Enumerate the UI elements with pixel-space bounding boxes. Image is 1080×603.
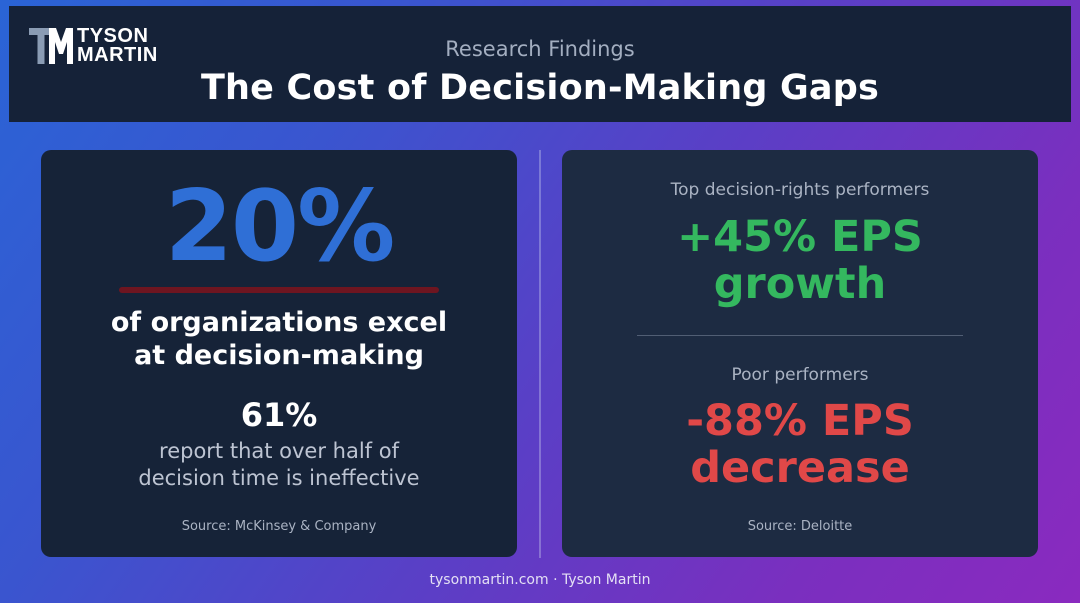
mckinsey-stat-card: 20% of organizations excel at decision-m… bbox=[41, 150, 517, 557]
excel-description-line2: at decision-making bbox=[134, 340, 424, 371]
brand-name-line1: TYSON bbox=[77, 25, 149, 47]
footer-credit: tysonmartin.com · Tyson Martin bbox=[429, 572, 651, 588]
page-title: The Cost of Decision-Making Gaps bbox=[200, 68, 879, 108]
brand-logo: TYSON MARTIN bbox=[29, 26, 158, 66]
eps-growth-line2: growth bbox=[713, 259, 887, 309]
eps-decrease-line1: -88% EPS bbox=[686, 396, 914, 446]
card-divider bbox=[539, 150, 541, 558]
brand-name: TYSON MARTIN bbox=[77, 25, 158, 66]
stat-underline bbox=[119, 287, 439, 293]
deloitte-stat-card: Top decision-rights performers +45% EPS … bbox=[562, 150, 1038, 557]
excel-description: of organizations excel at decision-makin… bbox=[41, 306, 517, 372]
excel-description-line1: of organizations excel bbox=[110, 307, 448, 338]
eps-decrease-line2: decrease bbox=[690, 443, 910, 493]
deloitte-source: Source: Deloitte bbox=[747, 519, 853, 534]
top-performers-label: Top decision-rights performers bbox=[670, 180, 930, 200]
mckinsey-source: Source: McKinsey & Company bbox=[181, 519, 377, 534]
ineffective-description: report that over half of decision time i… bbox=[41, 438, 517, 492]
eps-growth-line1: +45% EPS bbox=[677, 212, 923, 262]
stat-divider bbox=[637, 335, 963, 336]
poor-performers-label: Poor performers bbox=[731, 365, 869, 385]
ineffective-percentage: 61% bbox=[240, 396, 318, 434]
tm-monogram-logo-icon bbox=[29, 28, 73, 64]
eps-decrease-stat: -88% EPS decrease bbox=[562, 398, 1038, 492]
page-subtitle: Research Findings bbox=[445, 37, 635, 61]
ineffective-description-line1: report that over half of bbox=[159, 439, 399, 463]
ineffective-description-line2: decision time is ineffective bbox=[138, 466, 420, 490]
excel-percentage: 20% bbox=[164, 170, 396, 284]
header-banner: TYSON MARTIN Research Findings The Cost … bbox=[9, 6, 1071, 122]
brand-name-line2: MARTIN bbox=[77, 44, 158, 66]
eps-growth-stat: +45% EPS growth bbox=[562, 214, 1038, 308]
